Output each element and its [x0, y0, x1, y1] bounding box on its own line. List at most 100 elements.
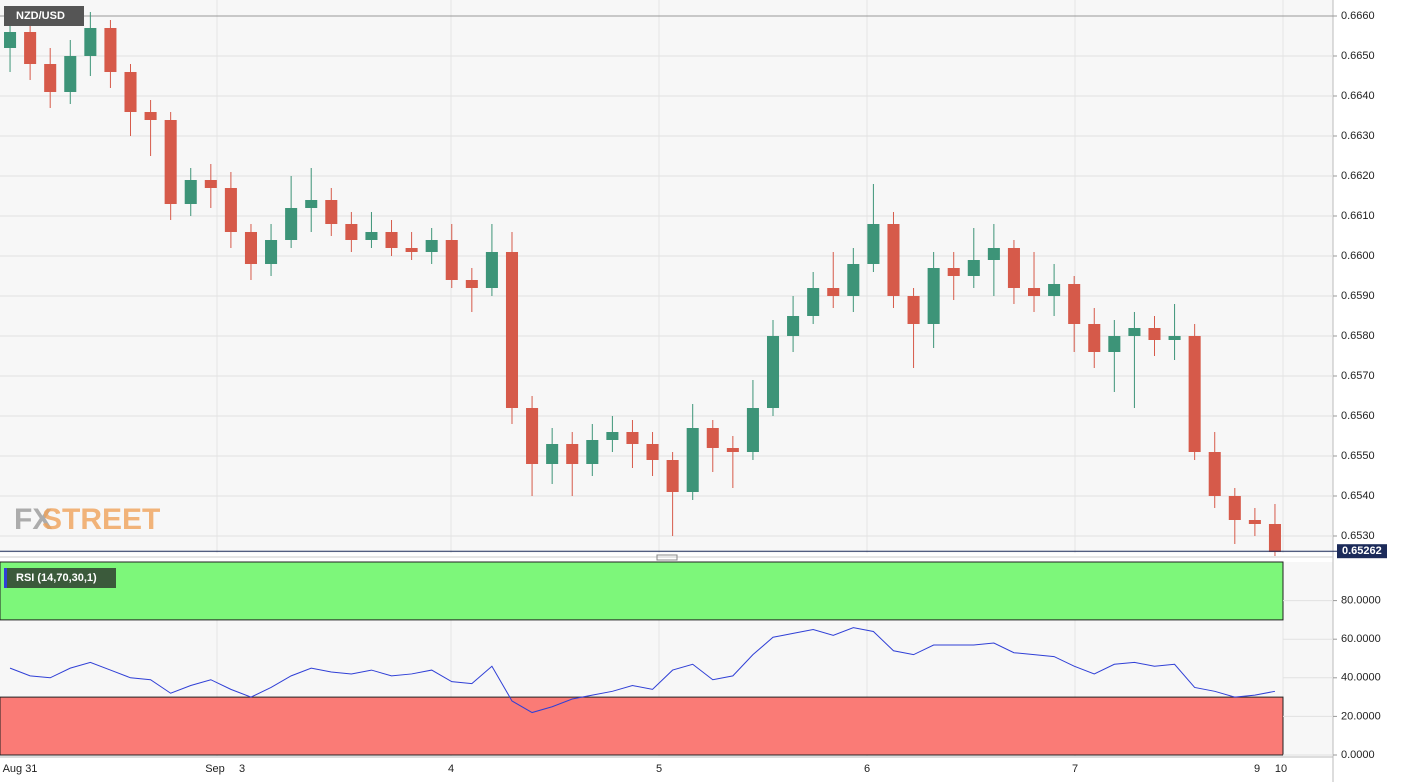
x-tick-label: Aug 31: [3, 763, 38, 775]
candle-body: [1128, 328, 1141, 336]
candle-body: [606, 432, 619, 440]
candle-body: [224, 188, 237, 232]
candle-body: [64, 56, 77, 92]
overbought-zone: [0, 561, 1284, 621]
candle-body: [566, 444, 579, 464]
candle-body: [847, 264, 860, 296]
y-tick-label: 60.0000: [1341, 633, 1381, 645]
candle-body: [485, 252, 498, 288]
y-tick-label: 80.0000: [1341, 595, 1381, 607]
y-tick-label: 0.6660: [1341, 10, 1375, 22]
candle-body: [686, 428, 699, 492]
candle-body: [746, 408, 759, 452]
y-tick-label: 0.6610: [1341, 210, 1375, 222]
oversold-zone: [0, 696, 1284, 756]
candle-body: [706, 428, 719, 448]
last-price-label: 0.65262: [1342, 545, 1382, 557]
y-tick-label: 0.6600: [1341, 250, 1375, 262]
x-tick-label: 9: [1254, 763, 1260, 775]
candle-body: [666, 460, 679, 492]
x-tick-label: 10: [1275, 763, 1287, 775]
y-tick-label: 0.6570: [1341, 370, 1375, 382]
y-tick-label: 0.6630: [1341, 130, 1375, 142]
candle-body: [967, 260, 980, 276]
candle-body: [1028, 288, 1041, 296]
candle-body: [385, 232, 398, 248]
candle-body: [1268, 524, 1281, 552]
candle-body: [1048, 284, 1061, 296]
candle-body: [204, 180, 217, 188]
candle-body: [465, 280, 478, 288]
x-tick-label: 4: [448, 763, 454, 775]
rsi-title-accent: [4, 568, 7, 588]
candle-body: [626, 432, 639, 444]
y-tick-label: 0.6550: [1341, 450, 1375, 462]
candle-body: [1148, 328, 1161, 340]
x-tick-label: 7: [1072, 763, 1078, 775]
chart-title: NZD/USD: [16, 10, 65, 22]
candle-body: [586, 440, 599, 464]
candle-body: [44, 64, 57, 92]
candle-body: [285, 208, 298, 240]
x-tick-label: 3: [239, 763, 245, 775]
candle-body: [1208, 452, 1221, 496]
candle-body: [305, 200, 318, 208]
y-tick-label: 0.6620: [1341, 170, 1375, 182]
candle-body: [787, 316, 800, 336]
candle-body: [164, 120, 177, 204]
candle-body: [987, 248, 1000, 260]
candle-body: [726, 448, 739, 452]
candle-body: [646, 444, 659, 460]
y-tick-label: 0.6640: [1341, 90, 1375, 102]
candle-body: [827, 288, 840, 296]
y-tick-label: 0.6590: [1341, 290, 1375, 302]
candle-body: [766, 336, 780, 408]
y-tick-label: 0.6530: [1341, 530, 1375, 542]
x-tick-label: Sep: [205, 763, 225, 775]
candle-body: [546, 444, 559, 464]
candle-body: [526, 408, 539, 464]
rsi-title: RSI (14,70,30,1): [16, 572, 97, 584]
candle-body: [405, 248, 418, 252]
price-panel: [0, 0, 1333, 553]
candle-body: [1088, 324, 1101, 352]
y-tick-label: 0.6560: [1341, 410, 1375, 422]
candle-body: [345, 224, 358, 240]
candle-body: [244, 232, 257, 264]
y-tick-label: 0.6540: [1341, 490, 1375, 502]
candle-body: [1168, 336, 1181, 340]
y-tick-label: 20.0000: [1341, 710, 1381, 722]
rsi-title-box: [4, 568, 116, 588]
y-tick-label: 0.6580: [1341, 330, 1375, 342]
last-price-box: [1337, 544, 1387, 559]
candle-body: [104, 28, 117, 72]
candle-body: [84, 28, 97, 56]
candle-body: [425, 240, 438, 252]
candle-body: [907, 296, 920, 324]
candle-body: [947, 268, 960, 276]
logo: STREET: [42, 503, 160, 536]
candle-body: [365, 232, 378, 240]
candle-body: [927, 268, 940, 324]
candle-body: [1068, 284, 1081, 324]
candle-body: [867, 224, 880, 264]
candle-body: [144, 112, 157, 120]
y-tick-label: 40.0000: [1341, 672, 1381, 684]
y-tick-label: 0.6650: [1341, 50, 1375, 62]
candle-body: [1248, 520, 1261, 524]
candle-body: [1228, 496, 1241, 520]
rsi-line: [9, 627, 1276, 714]
candle-body: [505, 252, 519, 408]
logo: FX: [14, 503, 52, 536]
candle-body: [1188, 336, 1201, 452]
candle-body: [184, 180, 197, 204]
candle-body: [4, 32, 17, 48]
x-tick-label: 5: [656, 763, 662, 775]
resize-handle[interactable]: [656, 554, 678, 561]
candle-body: [325, 200, 338, 224]
title-box: [4, 6, 84, 26]
candle-body: [265, 240, 278, 264]
candle-body: [887, 224, 900, 296]
x-tick-label: 6: [864, 763, 870, 775]
